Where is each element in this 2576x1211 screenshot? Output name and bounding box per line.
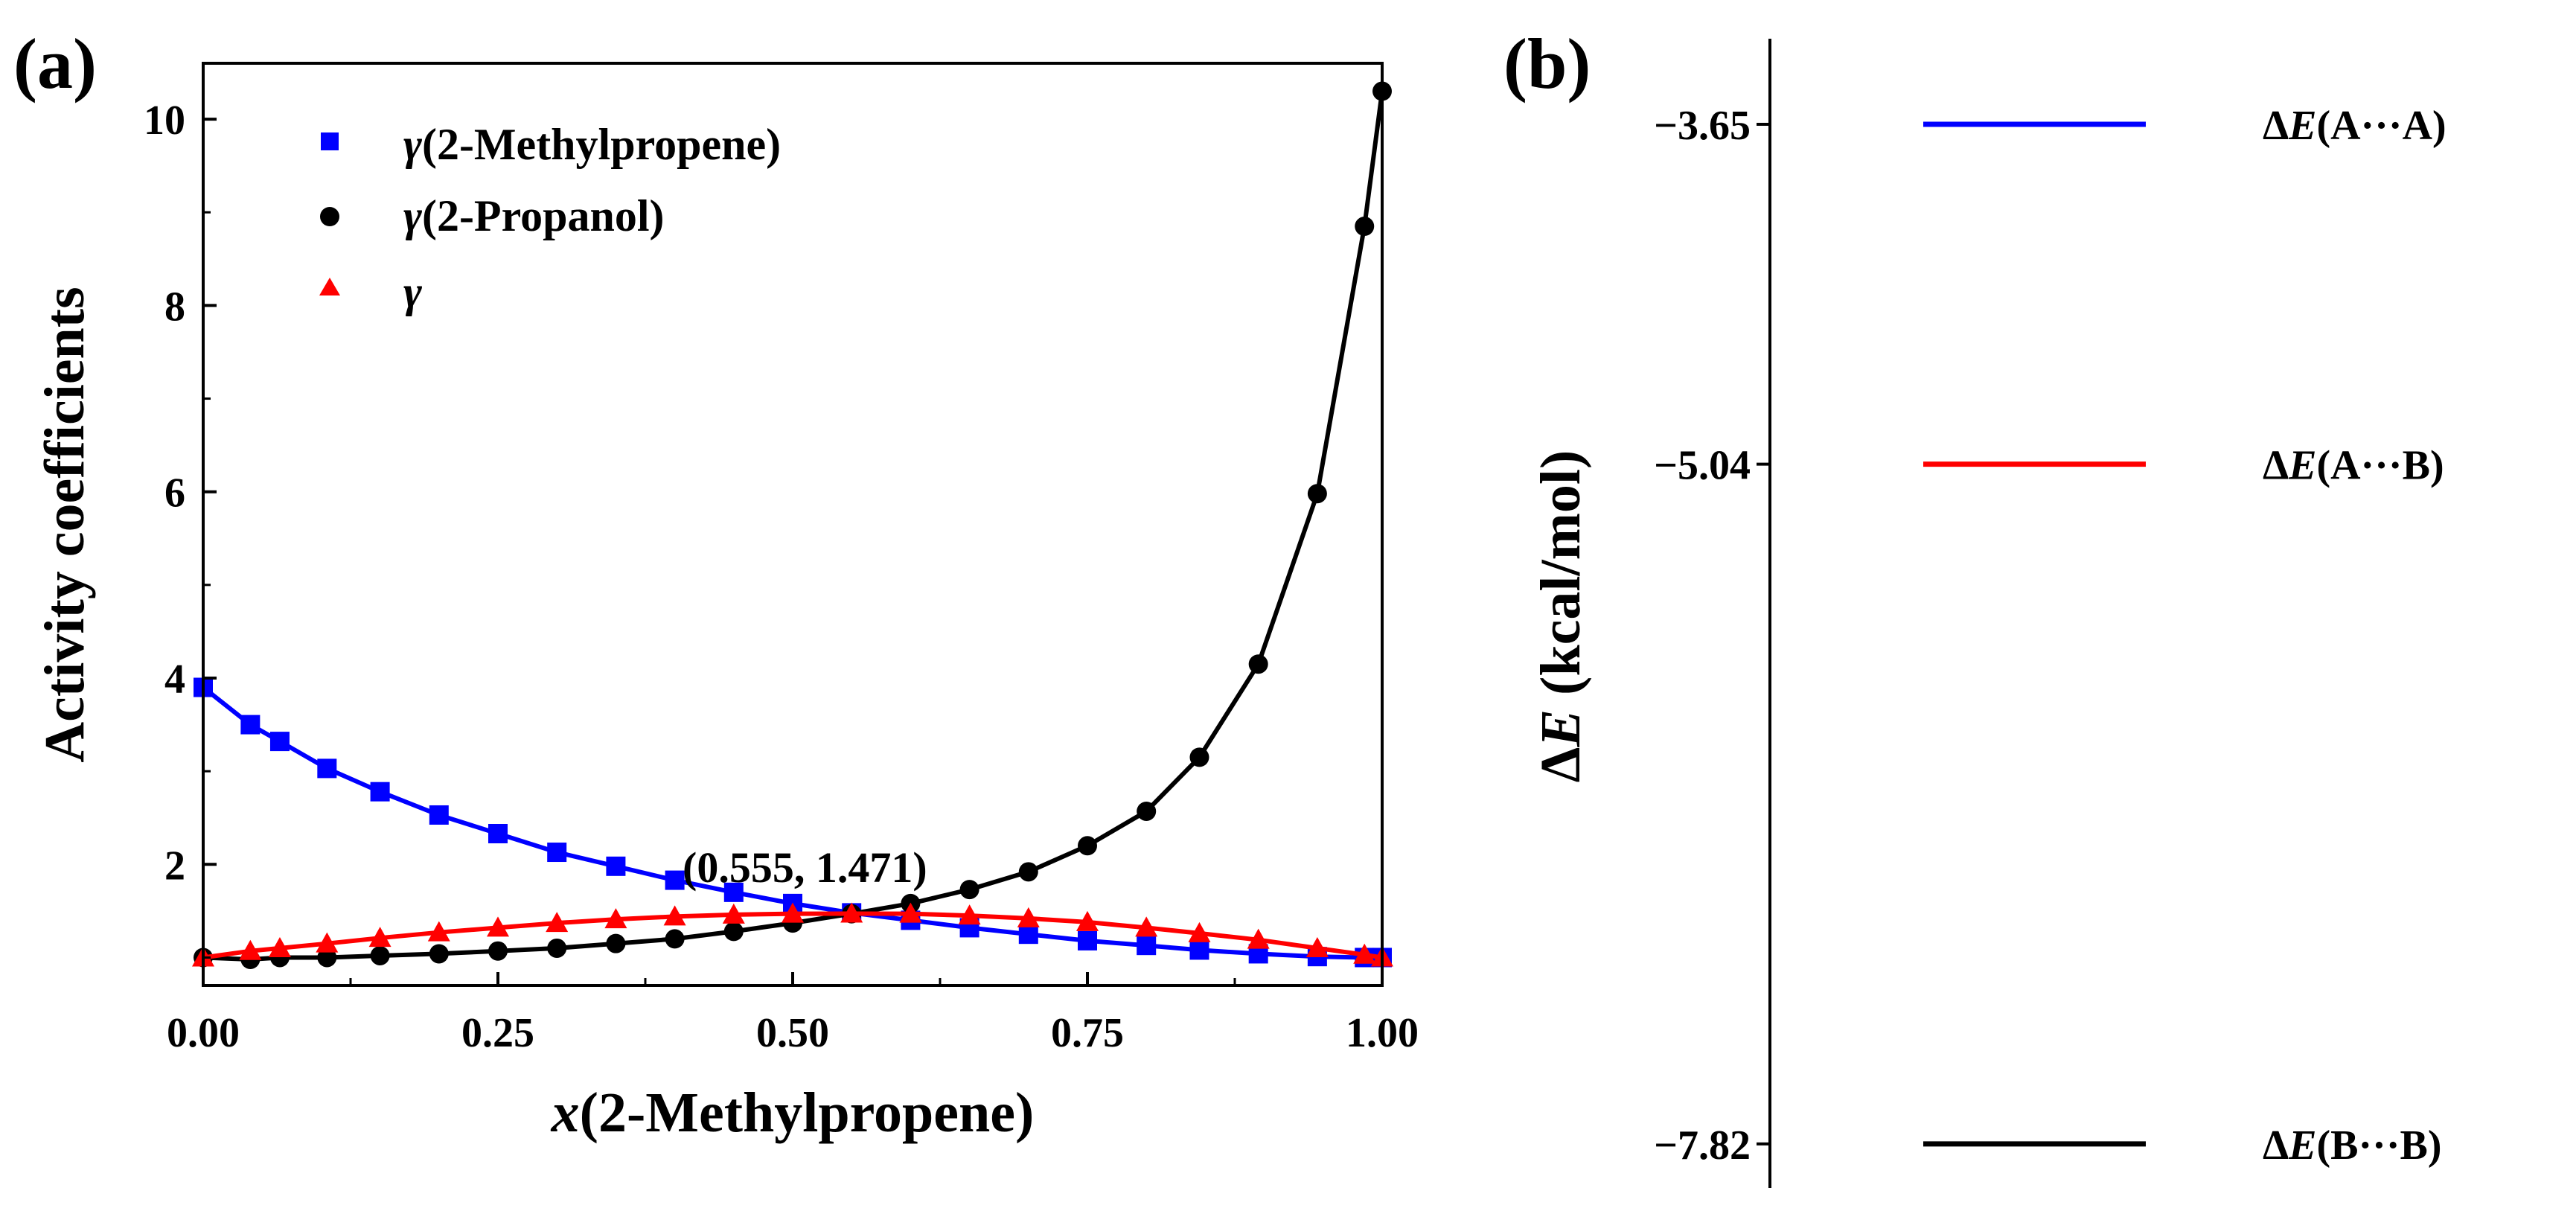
energy-level-label: ΔE(B···B) xyxy=(2263,1122,2442,1169)
data-point-triangle xyxy=(722,903,745,924)
energy-tick-label: −5.04 xyxy=(1654,443,1751,489)
data-point-triangle xyxy=(1305,936,1329,957)
data-point-triangle xyxy=(663,905,686,926)
panel-a-x-ticks: 0.00 0.25 0.50 0.75 1.00 xyxy=(167,972,1419,1056)
data-point-triangle xyxy=(546,912,569,933)
energy-level: −5.04 ΔE(A···B) xyxy=(1654,443,2444,489)
data-point-square xyxy=(1078,930,1097,950)
data-point-triangle xyxy=(239,939,262,960)
series-line xyxy=(202,91,1384,962)
panel-a-y-axis-title: Activity coefficients xyxy=(33,287,96,762)
data-point-square xyxy=(370,782,390,802)
data-point-circle xyxy=(1248,654,1268,674)
data-point-triangle xyxy=(899,902,922,923)
data-point-triangle xyxy=(840,902,863,923)
panel-b-levels: −3.65 ΔE(A···A) −5.04 ΔE(A···B) −7.82 ΔE(B···… xyxy=(1654,103,2446,1169)
data-point-square xyxy=(547,843,567,863)
data-point-square xyxy=(429,805,449,825)
data-point-circle xyxy=(723,921,744,942)
data-point-circle xyxy=(1355,217,1375,237)
data-point-circle xyxy=(547,938,567,958)
panel-a-series xyxy=(192,81,1393,969)
panel-b-label: (b) xyxy=(1503,24,1591,103)
legend-marker-square xyxy=(321,132,339,150)
data-point-circle xyxy=(370,945,390,965)
legend-label-methylpropene: γ(2-Methylpropene) xyxy=(403,120,781,169)
panel-a-x-axis-title: x(2-Methylpropene) xyxy=(551,1081,1035,1144)
y-tick-label: 10 xyxy=(144,98,185,144)
panel-a-legend: γ(2-Methylpropene) γ(2-Propanol) γ xyxy=(319,120,781,316)
data-point-circle xyxy=(488,941,508,961)
data-point-triangle xyxy=(958,904,981,925)
data-point-square xyxy=(665,870,685,890)
data-point-square xyxy=(723,882,744,902)
data-point-square xyxy=(269,732,290,752)
crossover-annotation: (0.555, 1.471) xyxy=(683,843,927,892)
data-point-circle xyxy=(959,880,979,900)
x-tick-label: 0.50 xyxy=(756,1010,829,1056)
data-point-circle xyxy=(429,944,449,964)
data-point-circle xyxy=(1018,862,1038,882)
y-tick-label: 2 xyxy=(164,843,185,889)
data-point-square xyxy=(1018,924,1038,945)
y-tick-label: 4 xyxy=(164,656,185,703)
panel-b-y-axis-title: ΔE (kcal/mol) xyxy=(1530,450,1592,783)
x-tick-label: 1.00 xyxy=(1346,1010,1419,1056)
data-point-triangle xyxy=(782,902,804,923)
legend-marker-triangle xyxy=(319,278,340,295)
energy-level: −3.65 ΔE(A···A) xyxy=(1654,103,2446,149)
legend-label-propanol: γ(2-Propanol) xyxy=(403,191,665,240)
data-point-square xyxy=(317,758,337,779)
x-tick-label: 0.25 xyxy=(461,1010,534,1056)
energy-level-label: ΔE(A···B) xyxy=(2263,443,2444,489)
data-point-triangle xyxy=(316,932,339,953)
data-point-triangle xyxy=(427,921,450,942)
data-point-triangle xyxy=(1017,907,1040,927)
data-point-circle xyxy=(317,948,337,968)
legend-marker-circle xyxy=(320,207,339,226)
data-point-circle xyxy=(1078,836,1097,856)
data-point-circle xyxy=(1189,747,1209,767)
data-point-square xyxy=(1137,936,1157,956)
data-point-square xyxy=(488,824,508,844)
y-tick-label: 8 xyxy=(164,284,185,330)
x-tick-label: 0.00 xyxy=(167,1010,240,1056)
data-point-triangle xyxy=(268,936,291,957)
legend-label-gamma: γ xyxy=(403,267,422,316)
data-point-triangle xyxy=(1247,928,1270,949)
data-point-triangle xyxy=(1135,916,1158,937)
data-point-triangle xyxy=(1076,910,1099,931)
legend-entry-gamma: γ xyxy=(319,267,422,316)
data-point-triangle xyxy=(1188,921,1211,942)
energy-level-label: ΔE(A···A) xyxy=(2263,103,2446,149)
series-circle xyxy=(194,81,1392,969)
panel-a: (a) 0.00 0.25 0.50 0.75 1.00 2 4 6 8 10 x(2-Meth… xyxy=(13,24,1419,1144)
data-point-circle xyxy=(665,929,685,949)
data-point-triangle xyxy=(1353,943,1376,964)
energy-tick-label: −7.82 xyxy=(1654,1122,1751,1169)
series-triangle xyxy=(192,902,1393,967)
data-point-circle xyxy=(1307,484,1327,504)
data-point-square xyxy=(1189,940,1209,960)
panel-a-y-ticks: 2 4 6 8 10 xyxy=(144,98,217,959)
data-point-square xyxy=(606,856,626,876)
panel-a-label: (a) xyxy=(13,24,97,103)
data-point-triangle xyxy=(368,927,391,948)
panel-b: (b) ΔE (kcal/mol) −3.65 ΔE(A···A) −5.04 ΔE(… xyxy=(1503,24,2446,1188)
data-point-triangle xyxy=(487,916,509,937)
energy-tick-label: −3.65 xyxy=(1654,103,1751,149)
x-tick-label: 0.75 xyxy=(1051,1010,1124,1056)
data-point-circle xyxy=(1137,801,1157,821)
data-point-circle xyxy=(606,933,626,953)
energy-level: −7.82 ΔE(B···B) xyxy=(1654,1122,2441,1169)
data-point-triangle xyxy=(604,908,627,929)
legend-entry-propanol: γ(2-Propanol) xyxy=(320,191,665,240)
y-tick-label: 6 xyxy=(164,470,185,517)
data-point-square xyxy=(240,715,261,735)
legend-entry-methylpropene: γ(2-Methylpropene) xyxy=(321,120,781,169)
